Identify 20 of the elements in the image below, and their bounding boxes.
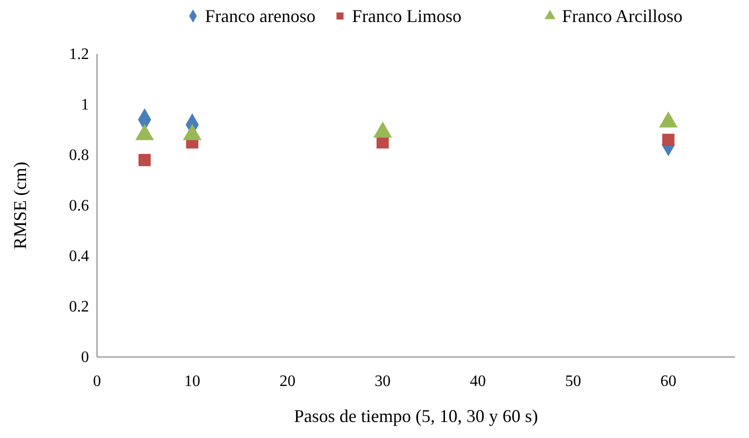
x-tick-label: 40: [470, 373, 486, 390]
y-tick-label: 0: [81, 349, 89, 366]
x-axis-title: Pasos de tiempo (5, 10, 30 y 60 s): [294, 406, 538, 426]
y-tick-label: 1: [81, 96, 89, 114]
x-tick-label: 50: [565, 373, 582, 390]
x-tick-label: 20: [279, 373, 296, 390]
x-tick-label: 30: [374, 373, 391, 390]
y-tick-label: 1.2: [69, 46, 89, 63]
x-tick-label: 10: [184, 373, 200, 390]
x-tick-label: 0: [93, 373, 101, 390]
point: [138, 154, 151, 166]
y-axis-title: RMSE (cm): [10, 162, 30, 250]
y-tick-label: 0.6: [69, 198, 89, 214]
legend-label: Franco Limoso: [352, 6, 462, 26]
x-tick-label: 60: [660, 373, 676, 390]
legend-label: Franco arenoso: [205, 6, 316, 26]
y-tick-label: 0.8: [69, 147, 89, 164]
y-tick-label: 0.2: [69, 298, 89, 316]
y-tick-label: 0.4: [69, 248, 89, 265]
legend-label: Franco Arcilloso: [562, 6, 682, 26]
